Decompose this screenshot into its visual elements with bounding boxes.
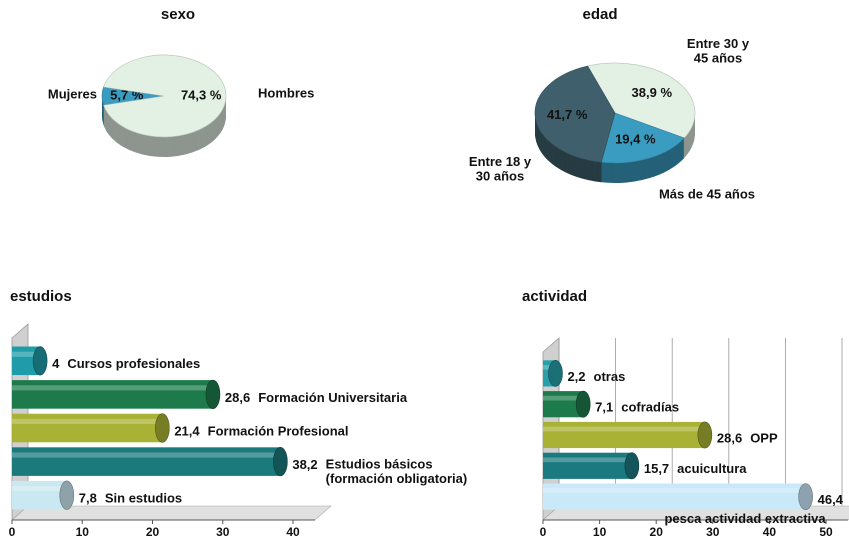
x-tick-label: 30 xyxy=(216,525,230,539)
category-label: OPP xyxy=(750,430,778,445)
x-tick-label: 40 xyxy=(286,525,300,539)
bar xyxy=(12,380,213,409)
value-label: 19,4 % xyxy=(615,132,656,147)
category-label: pesca actividad extractiva xyxy=(664,511,826,526)
bar-shine xyxy=(543,488,806,493)
bar xyxy=(543,421,705,449)
value-label: 41,7 % xyxy=(547,107,588,122)
category-label: Entre 18 y 30 años xyxy=(469,154,532,183)
bar-shine xyxy=(543,395,584,401)
category-label: cofradías xyxy=(621,400,679,415)
bar xyxy=(543,483,806,510)
pie-slice xyxy=(103,54,227,138)
bar-end xyxy=(205,379,221,409)
value-label: 28,6 xyxy=(225,390,250,405)
x-tick-label: 20 xyxy=(650,525,664,539)
chart-title: edad xyxy=(582,6,617,23)
bar-end xyxy=(548,360,563,387)
x-tick-label: 10 xyxy=(76,525,90,539)
bar xyxy=(12,413,163,443)
value-label: 2,2 xyxy=(567,369,585,384)
value-label: 28,6 xyxy=(717,430,742,445)
category-label: acuicultura xyxy=(677,461,747,476)
bar-end xyxy=(798,483,813,510)
bar-end xyxy=(273,447,288,477)
chart-title: actividad xyxy=(522,288,587,305)
bar-end xyxy=(155,413,170,443)
chart-title: estudios xyxy=(10,288,72,305)
pie-slice xyxy=(534,65,616,163)
bar-end xyxy=(624,452,640,480)
x-tick-label: 40 xyxy=(763,525,777,539)
bar-shine xyxy=(12,418,163,425)
category-label: otras xyxy=(594,369,626,384)
value-label: 15,7 xyxy=(644,461,669,476)
category-label: Más de 45 años xyxy=(659,186,755,201)
bar xyxy=(12,447,281,476)
bar-shine xyxy=(12,486,67,492)
bar-end xyxy=(575,390,591,418)
x-tick-label: 30 xyxy=(706,525,720,539)
chart-title: sexo xyxy=(161,6,195,23)
x-tick-label: 20 xyxy=(146,525,160,539)
bar-shine xyxy=(543,457,632,463)
x-tick-label: 0 xyxy=(540,525,547,539)
value-label: 7,8 xyxy=(79,491,97,506)
category-label: Cursos profesionales xyxy=(67,356,200,371)
category-label: Estudios básicos (formación obligatoria) xyxy=(326,457,468,486)
bar-end xyxy=(32,346,48,376)
bar-shine xyxy=(12,452,281,458)
pie-slice xyxy=(600,112,685,164)
value-label: 74,3 % xyxy=(181,87,222,102)
bar xyxy=(543,452,632,479)
category-label: Hombres xyxy=(258,85,314,100)
bar xyxy=(12,480,67,510)
x-tick-label: 50 xyxy=(819,525,833,539)
value-label: 21,4 xyxy=(174,423,200,438)
category-label: Formación Universitaria xyxy=(258,390,408,405)
bar-shine xyxy=(543,426,705,432)
bar-end xyxy=(697,421,713,449)
category-label: Formación Profesional xyxy=(208,423,349,438)
x-tick-label: 10 xyxy=(593,525,607,539)
value-label: 46,4 xyxy=(818,492,844,507)
bar-shine xyxy=(12,385,213,391)
category-label: Entre 30 y 45 años xyxy=(687,36,750,65)
value-label: 4 xyxy=(52,356,60,371)
value-label: 7,1 xyxy=(595,400,613,415)
x-tick-label: 0 xyxy=(9,525,16,539)
bar-end xyxy=(59,480,75,510)
value-label: 38,9 % xyxy=(632,85,673,100)
value-label: 38,2 xyxy=(292,457,317,472)
category-label: Sin estudios xyxy=(105,491,182,506)
category-label: Mujeres xyxy=(48,86,97,101)
pie-slice xyxy=(587,62,696,139)
bar-shine xyxy=(12,351,41,357)
